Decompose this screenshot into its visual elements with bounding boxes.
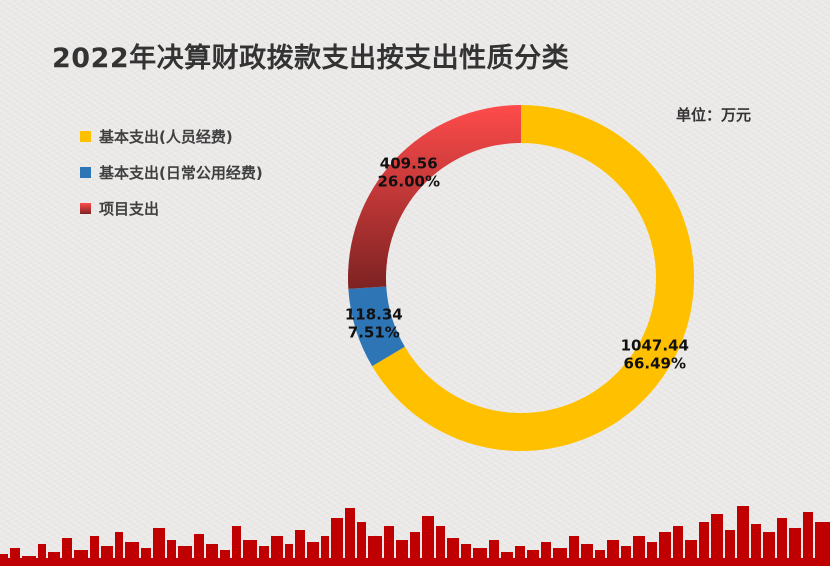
skyline-base xyxy=(0,558,830,566)
legend-label-personnel: 基本支出(人员经费) xyxy=(99,127,233,146)
skyline-building xyxy=(321,536,329,566)
skyline-building xyxy=(259,546,269,566)
skyline-building xyxy=(647,542,657,566)
skyline-building xyxy=(285,544,293,566)
legend-swatch-project xyxy=(80,202,91,214)
donut-slice-project xyxy=(348,105,521,289)
skyline-building xyxy=(673,526,683,566)
skyline-building xyxy=(659,532,671,566)
legend-label-daily: 基本支出(日常公用经费) xyxy=(99,163,263,182)
skyline-building xyxy=(115,532,123,566)
data-label-daily: 118.34 7.51% xyxy=(345,305,403,341)
skyline-building xyxy=(751,524,761,566)
skyline-building xyxy=(803,512,813,566)
skyline-building xyxy=(345,508,355,566)
skyline-building xyxy=(357,522,366,566)
skyline-building xyxy=(90,536,99,566)
skyline-building xyxy=(711,514,723,566)
legend-swatch-personnel xyxy=(80,130,91,142)
skyline-building xyxy=(777,518,787,566)
skyline-building xyxy=(569,536,579,566)
skyline-building xyxy=(141,548,151,566)
skyline-building xyxy=(422,516,434,566)
skyline-building xyxy=(621,546,631,566)
skyline-building xyxy=(384,526,394,566)
skyline-building xyxy=(194,534,204,566)
legend-swatch-daily xyxy=(80,166,91,178)
skyline-building xyxy=(331,518,343,566)
skyline-building xyxy=(489,540,499,566)
skyline-building xyxy=(295,530,305,566)
skyline-building xyxy=(763,532,775,566)
skyline-building xyxy=(436,526,445,566)
legend-item-personnel: 基本支出(人员经费) xyxy=(80,126,263,146)
chart-title: 2022年决算财政拨款支出按支出性质分类 xyxy=(52,43,570,74)
data-label-personnel: 1047.44 66.49% xyxy=(621,336,689,372)
skyline-building xyxy=(38,544,46,566)
legend-label-project: 项目支出 xyxy=(99,199,160,218)
skyline-building xyxy=(541,542,551,566)
city-skyline-decoration xyxy=(0,506,830,566)
skyline-building xyxy=(789,528,801,566)
skyline-building xyxy=(737,506,749,566)
unit-label: 单位：万元 xyxy=(676,106,752,124)
legend-item-daily: 基本支出(日常公用经费) xyxy=(80,162,263,182)
skyline-building xyxy=(515,546,525,566)
skyline-building xyxy=(10,548,20,566)
skyline-building xyxy=(461,544,471,566)
skyline-building xyxy=(815,522,830,566)
legend-item-project: 项目支出 xyxy=(80,198,263,218)
skyline-building xyxy=(153,528,165,566)
skyline-building xyxy=(725,530,735,566)
skyline-building xyxy=(699,522,709,566)
skyline-building xyxy=(167,540,176,566)
donut-slices xyxy=(348,105,694,451)
donut-slice-daily xyxy=(348,286,405,367)
skyline-building xyxy=(62,538,72,566)
skyline-building xyxy=(410,532,420,566)
data-label-project: 409.56 26.00% xyxy=(378,155,440,191)
legend: 基本支出(人员经费) 基本支出(日常公用经费) 项目支出 xyxy=(80,126,263,234)
skyline-building xyxy=(232,526,241,566)
donut-labels: 1047.44 66.49% 118.34 7.51% 409.56 26.00% xyxy=(345,155,689,373)
